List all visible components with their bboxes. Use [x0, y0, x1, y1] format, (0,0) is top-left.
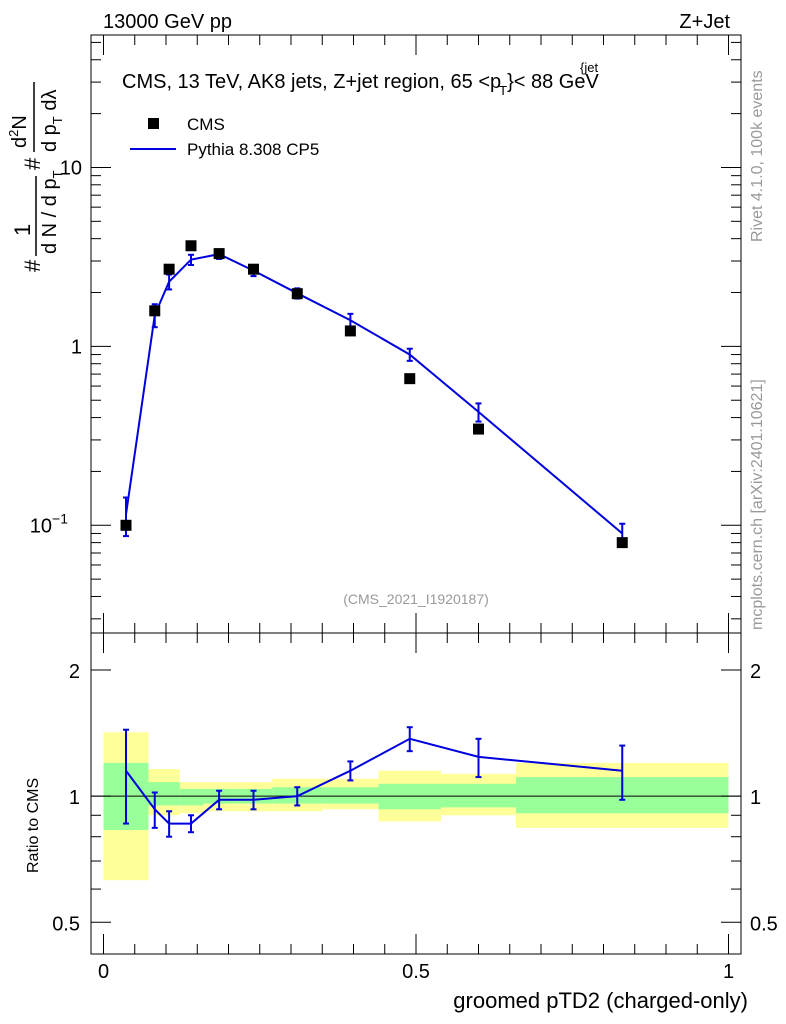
- main-title-sup: {jet: [580, 60, 598, 75]
- cms-point: [163, 263, 175, 275]
- ratio-ytick-label-left: 2: [69, 661, 80, 683]
- ratio-ytick-label-right: 1: [750, 787, 761, 809]
- legend: CMS Pythia 8.308 CP5: [130, 115, 319, 159]
- ratio-ylabel: Ratio to CMS: [25, 778, 42, 873]
- legend-marker-cms: [148, 118, 159, 129]
- ratio-band-inner: [148, 782, 180, 806]
- cms-point: [185, 240, 197, 252]
- main-title: CMS, 13 TeV, AK8 jets, Z+jet region, 65 …: [122, 71, 599, 98]
- ylabel-den: d N / d p: [39, 178, 61, 254]
- ylabel-num-N: N: [9, 115, 31, 129]
- ratio-band-inner: [322, 787, 379, 804]
- mcplots-label: mcplots.cern.ch [arXiv:2401.10621]: [749, 379, 766, 630]
- ratio-ytick-label-left: 1: [69, 787, 80, 809]
- main-title-sub: T: [499, 83, 507, 98]
- ylabel-hash-2: #: [20, 157, 45, 170]
- cms-point: [404, 373, 416, 385]
- analysis-watermark: (CMS_2021_I1920187): [343, 591, 489, 607]
- pythia-line: [125, 253, 623, 535]
- ratio-band-inner: [441, 783, 516, 808]
- ylabel-numerator-2: d pT dλ: [39, 90, 65, 152]
- cms-point: [344, 325, 356, 337]
- cms-point: [473, 423, 484, 435]
- ylabel-num2-sub: T: [50, 116, 65, 124]
- main-ytick-label-base: 10: [30, 515, 52, 537]
- main-ytick-label: 1: [71, 336, 82, 358]
- rivet-label: Rivet 4.1.0, 100k events: [749, 70, 766, 242]
- ylabel-num2: d p: [39, 124, 61, 152]
- ylabel-den-sub: T: [50, 170, 65, 178]
- cms-point: [291, 288, 303, 300]
- header-right: Z+Jet: [679, 11, 730, 33]
- ylabel-hash: #: [20, 259, 45, 272]
- x-tick-label: 0.5: [402, 961, 430, 983]
- x-tick-label: 1: [723, 961, 734, 983]
- ylabel-num2-end: dλ: [39, 90, 61, 117]
- ratio-ytick-label-left: 0.5: [52, 913, 80, 935]
- ratio-ytick-label-right: 2: [750, 661, 761, 683]
- ratio-frame: [90, 632, 742, 955]
- x-axis-label: groomed pTD2 (charged-only): [453, 988, 748, 1013]
- ylabel-one: 1: [10, 224, 35, 236]
- cms-point: [248, 263, 259, 275]
- main-ylabel: # 1 d N / d pT # d2N d pT dλ: [6, 82, 65, 272]
- main-ytick-label: 10−1: [30, 510, 68, 537]
- ratio-ytick-label-right: 0.5: [750, 913, 778, 935]
- legend-label-cms: CMS: [187, 115, 225, 134]
- cms-point: [616, 537, 628, 549]
- ylabel-num-d: d: [9, 137, 31, 148]
- main-title-main: CMS, 13 TeV, AK8 jets, Z+jet region, 65 …: [122, 71, 501, 93]
- legend-label-pythia: Pythia 8.308 CP5: [187, 140, 319, 159]
- main-ytick-label: 10: [60, 157, 82, 179]
- main-ytick-label-exp: −1: [52, 510, 68, 526]
- header-left: 13000 GeV pp: [103, 11, 232, 33]
- cms-point: [213, 248, 225, 260]
- cms-point: [149, 305, 161, 317]
- ratio-panel: 0.5 0.5 1 1 2 2 0 0.5 1: [52, 633, 778, 983]
- ratio-band-inner: [179, 788, 204, 806]
- ylabel-denominator: d N / d pT: [39, 170, 65, 254]
- cms-point: [120, 519, 132, 531]
- x-tick-label: 0: [98, 961, 109, 983]
- main-title-end: }< 88 GeV: [507, 71, 599, 93]
- ylabel-num-sup: 2: [6, 130, 21, 137]
- ylabel-numerator: d2N: [6, 115, 31, 148]
